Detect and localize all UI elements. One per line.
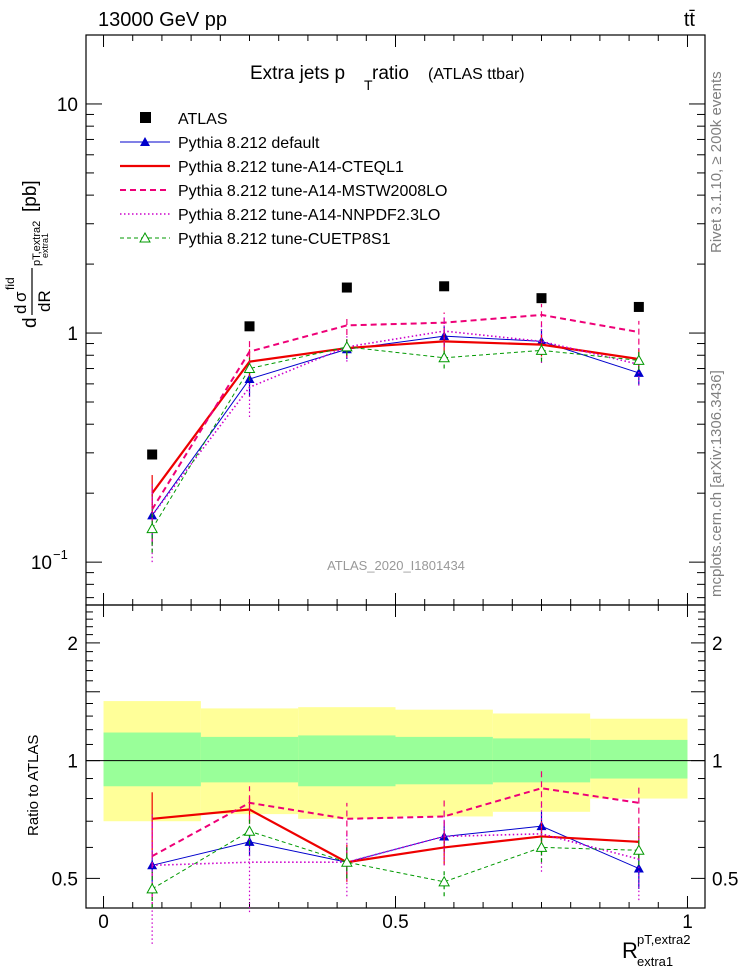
xlabel-sup: pT,extra2 (637, 932, 690, 947)
ratio-y-tick-label-right: 2 (712, 634, 723, 655)
main-series-2-line (151, 340, 639, 494)
atlas-data-point (536, 293, 547, 304)
ratio-y-tick-label-right: 0.5 (712, 869, 738, 890)
ratio-series-0-line (152, 825, 640, 869)
band-green-1 (200, 736, 299, 783)
x-tick-label: 0.5 (382, 912, 408, 933)
main-ylabel: d d σ fid dR pT,extra2 extra1 [pb] (3, 180, 54, 328)
main-series-5-marker (632, 354, 645, 365)
legend-label-1: Pythia 8.212 default (178, 135, 320, 152)
main-series-5-marker (243, 362, 256, 374)
legend-label-0: ATLAS (178, 111, 228, 128)
ylabel-sub: pT,extra2 (31, 221, 43, 266)
main-title-tail: ratio (372, 63, 409, 84)
ratio-panel: 0 0.5 1 0.5 0.5 1 1 2 2 (52, 604, 738, 944)
legend-label-2: Pythia 8.212 tune-A14-CTEQL1 (178, 159, 404, 176)
ratio-series-4-line (151, 830, 639, 890)
ratio-series-2-line (151, 787, 639, 858)
ylabel-d2: d (11, 305, 30, 314)
x-tick-label: 1 (682, 912, 693, 933)
legend-marker-5 (139, 231, 151, 243)
ylabel-dR: dR (35, 290, 54, 312)
ratio-y-tick-label: 1 (67, 752, 78, 773)
mcplots-label: mcplots.cern.ch [arXiv:1306.3436] (708, 370, 725, 597)
main-series-5-marker (535, 344, 548, 355)
main-series-5-marker (146, 522, 159, 534)
legend-label-3: Pythia 8.212 tune-A14-MSTW2008LO (178, 183, 447, 200)
main-series-4-line (151, 330, 640, 516)
ylabel-subsub: extra1 (40, 233, 50, 258)
ylabel-unit: [pb] (20, 180, 41, 212)
main-series-5-marker (438, 351, 450, 363)
ratio-y-tick-label: 0.5 (52, 869, 78, 890)
legend-marker-1 (140, 137, 150, 146)
main-series-3-line (151, 313, 640, 510)
y-tick-exponent: −1 (53, 547, 68, 562)
ratio-series-3-line (152, 833, 640, 867)
xlabel: R pT,extra2 extra1 (622, 932, 690, 969)
ratio-series-4-marker (341, 856, 353, 867)
ratio-series-4-marker (146, 882, 159, 894)
legend-label-4: Pythia 8.212 tune-A14-NNPDF2.3LO (178, 207, 440, 224)
main-series-5-marker (341, 340, 353, 352)
ratio-y-tick-label-right: 1 (712, 752, 723, 773)
ratio-series-4-marker (632, 844, 645, 855)
main-title-text: Extra jets p (250, 63, 345, 84)
ylabel-sigma: σ (11, 291, 30, 302)
ylabel-fid: fid (3, 277, 17, 290)
main-series-5-line (151, 346, 639, 529)
band-green-0 (103, 732, 201, 787)
ratio-series-4-marker (438, 875, 450, 887)
legend: ATLAS Pythia 8.212 default Pythia 8.212 tu… (120, 111, 447, 248)
ratio-series-4-marker (243, 825, 256, 836)
legend-marker-atlas (140, 112, 151, 123)
main-title-suffix: (ATLAS ttbar) (428, 66, 525, 83)
atlas-data-point (244, 321, 255, 332)
process-label: tt̄ (684, 9, 696, 31)
analysis-watermark: ATLAS_2020_I1801434 (327, 558, 465, 573)
ratio-series-4-marker (535, 841, 548, 852)
band-green-5 (590, 739, 688, 779)
xlabel-sub: extra1 (637, 954, 673, 969)
atlas-data-point (633, 301, 644, 312)
x-tick-label: 0 (98, 912, 109, 933)
ylabel-d1: d (20, 317, 41, 328)
energy-label: 13000 GeV pp (98, 9, 227, 31)
atlas-data-point (341, 282, 352, 293)
xlabel-main: R (622, 938, 638, 963)
y-tick-label: 10 (31, 553, 52, 574)
main-series-1-line (151, 335, 639, 516)
y-tick-label: 10 (57, 95, 78, 116)
y-tick-label: 1 (67, 324, 78, 345)
legend-label-5: Pythia 8.212 tune-CUETP8S1 (178, 231, 391, 248)
ratio-ylabel: Ratio to ATLAS (25, 735, 42, 836)
main-title: Extra jets p T ratio (ATLAS ttbar) (250, 63, 525, 93)
ratio-y-tick-label: 2 (67, 634, 78, 655)
atlas-data-point (439, 281, 450, 292)
main-title-subscript: T (364, 77, 373, 93)
rivet-label: Rivet 3.1.10, ≥ 200k events (708, 71, 725, 253)
atlas-data-point (147, 449, 158, 460)
